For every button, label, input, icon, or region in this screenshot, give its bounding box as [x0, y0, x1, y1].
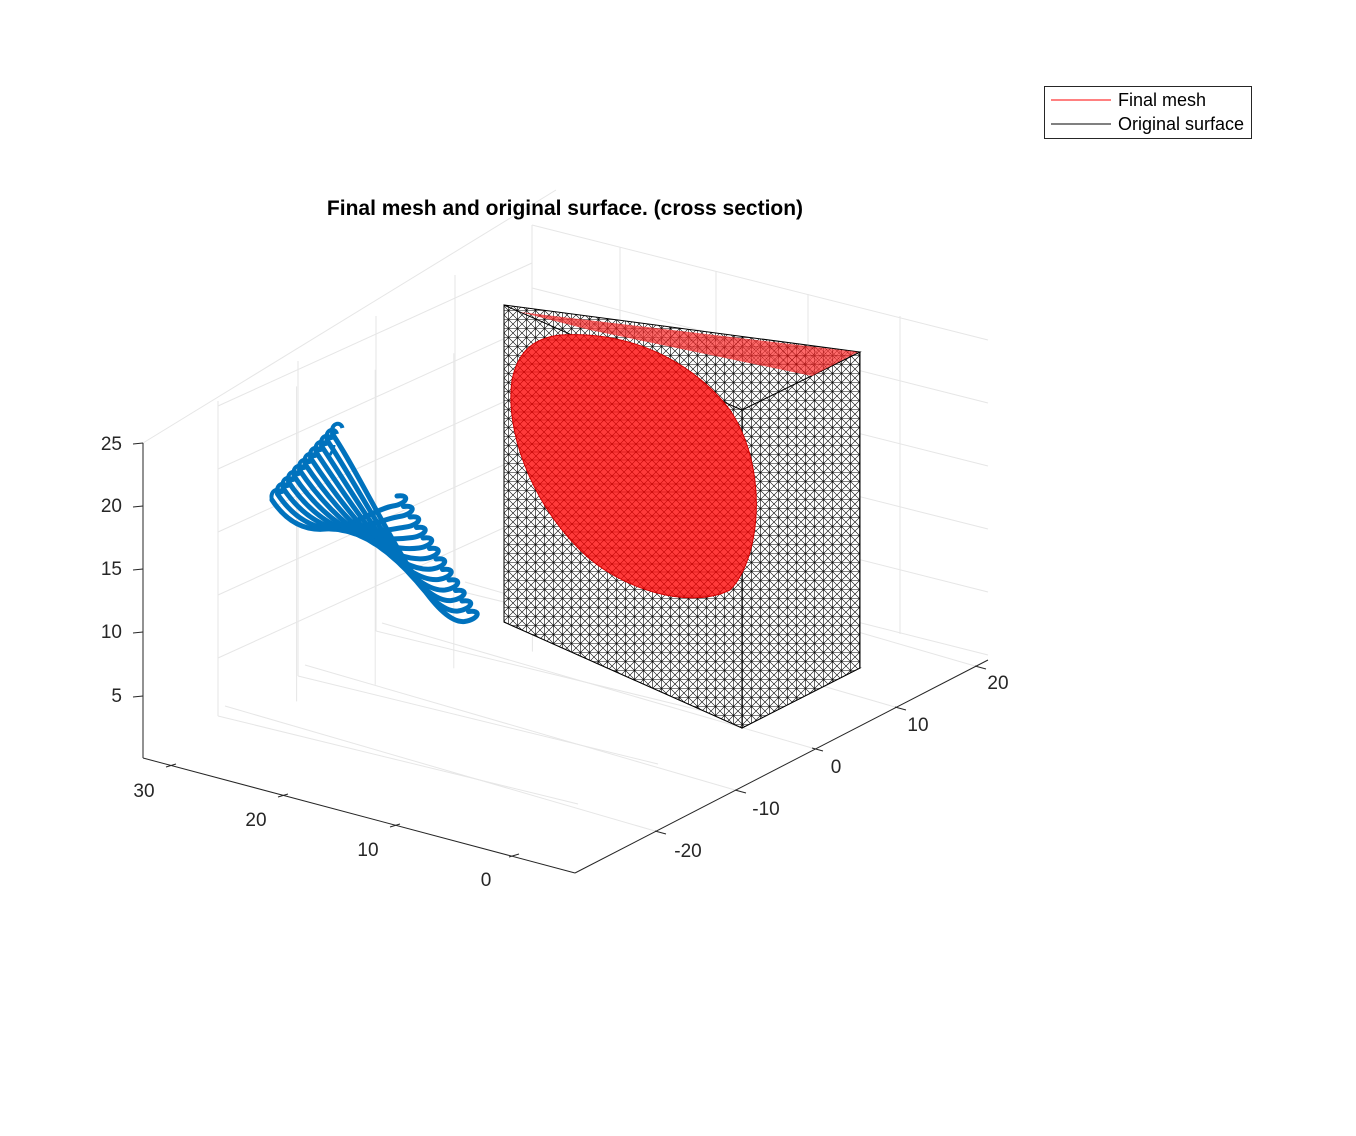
- x-tick: [165, 763, 177, 768]
- y-tick: [654, 830, 667, 835]
- legend[interactable]: Final mesh Original surface: [1044, 86, 1252, 139]
- x-tick-label: 20: [245, 810, 266, 831]
- z-tick-label: 10: [101, 622, 122, 643]
- z-tick-label: 15: [101, 559, 122, 580]
- legend-label-original-surface: Original surface: [1118, 114, 1244, 134]
- y-tick-label: 20: [987, 673, 1008, 694]
- original-surface-side-face: [741, 351, 861, 729]
- z-tick: [132, 568, 144, 571]
- y-tick: [974, 665, 987, 670]
- legend-label-final-mesh: Final mesh: [1118, 90, 1206, 110]
- grid-line: [217, 262, 533, 407]
- coil-loop: [313, 449, 461, 593]
- coil-loop: [275, 491, 415, 532]
- grid-line: [297, 675, 659, 765]
- coil-loop: [286, 479, 428, 542]
- x-tick-label: 10: [357, 840, 378, 861]
- coil-tail: [328, 444, 336, 456]
- grid-line: [375, 630, 737, 720]
- grid-line: [304, 664, 736, 791]
- z-tick: [132, 505, 144, 508]
- grid-line: [217, 325, 533, 470]
- legend-box: [1044, 86, 1252, 139]
- grid-line: [217, 715, 579, 805]
- coil-loop: [330, 431, 480, 624]
- y-tick-label: -10: [752, 799, 779, 820]
- y-tick-label: -20: [674, 841, 701, 862]
- grid-line: [531, 224, 989, 341]
- coil-hook: [330, 421, 345, 435]
- mesh-group: [503, 304, 862, 729]
- final-mesh-top-band: [520, 312, 858, 376]
- coil-loop: [319, 443, 467, 604]
- z-tick: [132, 442, 144, 445]
- grid-line: [217, 514, 533, 659]
- z-tick-label: 5: [111, 686, 122, 707]
- grid-line: [224, 705, 656, 832]
- coil-loop: [269, 493, 409, 532]
- coil-loop: [308, 455, 454, 583]
- y-axis-line: [574, 659, 989, 874]
- final-mesh-cross-section: [510, 334, 757, 599]
- coil-loop: [280, 485, 422, 535]
- coil-loop: [291, 473, 435, 552]
- z-tick: [132, 631, 144, 634]
- y-tick: [894, 706, 907, 711]
- x-axis-ticks: 30 20 10 0: [133, 781, 491, 891]
- y-tick-label: 0: [831, 757, 842, 778]
- y-tick: [734, 789, 747, 794]
- x-tick-label: 0: [481, 870, 492, 891]
- grid-line: [217, 388, 533, 533]
- x-tick: [277, 793, 289, 798]
- blue-coil-series: [269, 421, 480, 624]
- y-axis-ticks: -20 -10 0 10 20: [674, 673, 1008, 862]
- y-tick: [811, 747, 824, 752]
- y-tick-label: 10: [907, 715, 928, 736]
- x-tick-label: 30: [133, 781, 154, 802]
- coil-loop: [297, 467, 441, 562]
- z-tick: [132, 695, 144, 698]
- x-tick: [508, 853, 520, 858]
- x-axis-line: [142, 757, 576, 874]
- grid-line: [142, 189, 557, 444]
- z-tick-label: 25: [101, 434, 122, 455]
- z-axis-ticks: 25 20 15 10 5: [101, 434, 122, 707]
- z-tick-label: 20: [101, 496, 122, 517]
- x-tick: [389, 823, 401, 828]
- chart-title: Final mesh and original surface. (cross …: [327, 197, 803, 220]
- coil-loop: [302, 461, 448, 572]
